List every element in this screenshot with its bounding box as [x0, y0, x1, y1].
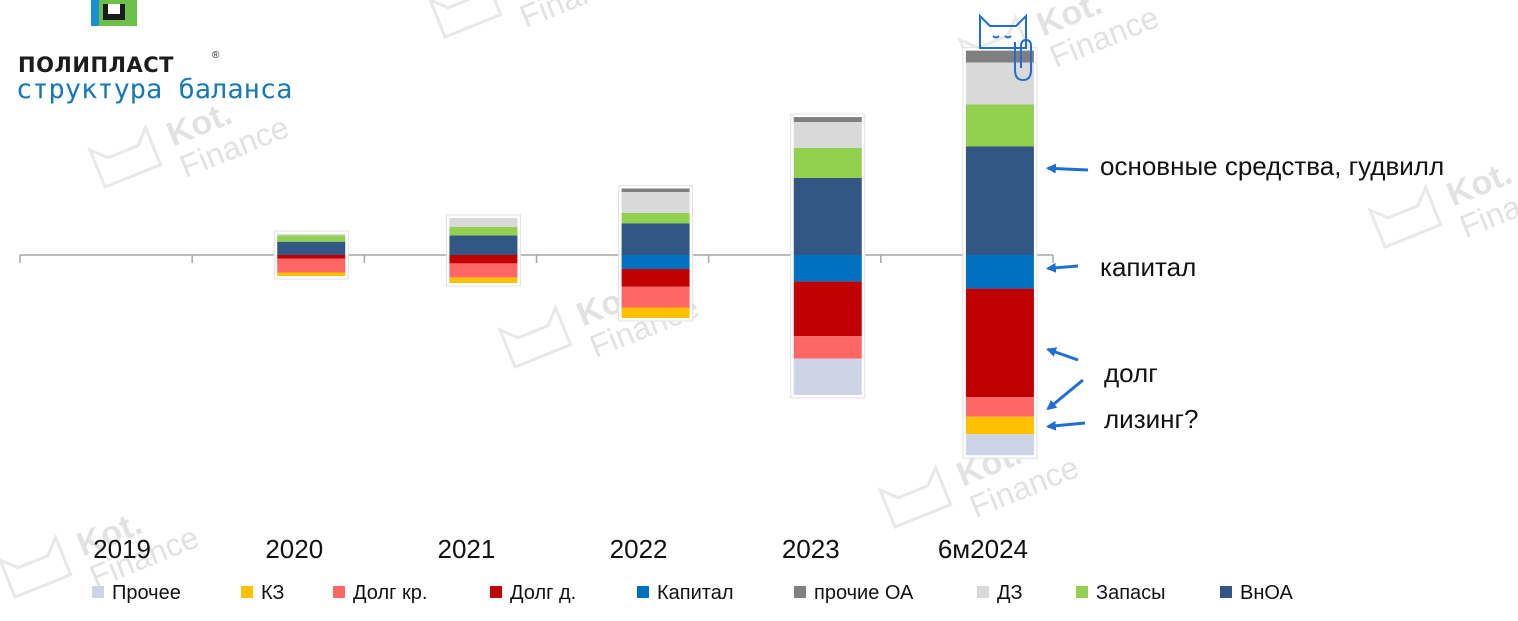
- bar-капитал-2022: [621, 255, 690, 269]
- brand-trademark: ®: [212, 50, 220, 61]
- annotation-arrow: [1045, 163, 1089, 174]
- category-label-2019: 2019: [93, 534, 151, 564]
- legend-item-прочие-оа: прочие ОА: [794, 582, 914, 604]
- bar-дз-2021: [449, 217, 518, 227]
- annotation-layer: основные средства, гудвилл капитал долг лиз…: [1045, 151, 1444, 434]
- legend-label: Долг кр.: [353, 582, 427, 604]
- annotation-капитал: капитал: [1100, 252, 1196, 282]
- bar-кз-2021: [449, 277, 518, 283]
- chart-legend: Прочее КЗ Долг кр. Долг д. Капитал прочие ОА Д…: [92, 582, 1294, 604]
- legend-item-вноа: ВнОА: [1220, 582, 1294, 604]
- logo-mark-blue: [91, 0, 99, 26]
- bar-запасы-6м2024: [965, 104, 1034, 147]
- legend-item-кз: КЗ: [241, 582, 285, 604]
- company-logo: [91, 0, 137, 26]
- annotation-долг-д: долг: [1104, 358, 1158, 388]
- legend-label: Прочее: [112, 582, 181, 604]
- bar-series-layer: [273, 47, 1038, 459]
- legend-swatch: [1076, 586, 1088, 598]
- legend-label: ДЗ: [997, 582, 1023, 604]
- legend-swatch: [637, 586, 649, 598]
- bar-долг-кр-6м2024: [965, 397, 1034, 417]
- annotation-долг-кр: лизинг?: [1104, 404, 1198, 434]
- annotation-arrow: [1046, 347, 1079, 362]
- bar-дз-2022: [621, 192, 690, 213]
- category-label-6м2024: 6м2024: [938, 534, 1028, 564]
- legend-item-капитал: Капитал: [637, 582, 734, 604]
- bar-долг-д-6м2024: [965, 288, 1034, 398]
- bar-кз-2020: [277, 272, 346, 276]
- bar-прочие-оа-2023: [793, 117, 862, 122]
- bar-дз-6м2024: [965, 62, 1034, 105]
- legend-swatch: [1220, 586, 1232, 598]
- category-label-2023: 2023: [782, 534, 840, 564]
- bar-дз-2023: [793, 122, 862, 148]
- bar-запасы-2023: [793, 147, 862, 178]
- legend-label: ВнОА: [1240, 582, 1294, 604]
- legend-item-дз: ДЗ: [977, 582, 1023, 604]
- bar-долг-д-2020: [277, 255, 346, 259]
- bar-прочие-оа-2022: [621, 188, 690, 192]
- category-label-2021: 2021: [437, 534, 495, 564]
- kot-finance-cat-icon: [979, 13, 1032, 82]
- bar-stack-2020: [273, 230, 349, 280]
- chart-subtitle: структура баланса: [16, 74, 292, 105]
- bar-вноа-2021: [449, 235, 518, 255]
- legend-swatch: [977, 586, 989, 598]
- bar-запасы-2021: [449, 227, 518, 236]
- legend-item-долг-д: Долг д.: [490, 582, 576, 604]
- x-axis: [19, 254, 1054, 263]
- bar-капитал-2023: [793, 255, 862, 282]
- bar-прочие-оа-6м2024: [965, 50, 1034, 63]
- bar-долг-кр-2021: [449, 263, 518, 278]
- bar-вноа-2020: [277, 241, 346, 255]
- legend-swatch: [333, 586, 345, 598]
- bar-вноа-2022: [621, 223, 690, 255]
- bar-дз-2020: [277, 234, 346, 236]
- legend-label: Запасы: [1096, 582, 1166, 604]
- bar-прочее-2023: [793, 358, 862, 395]
- bar-долг-д-2023: [793, 281, 862, 337]
- annotation-вноа: основные средства, гудвилл: [1100, 151, 1444, 181]
- watermark-text: Finance: [515, 0, 634, 35]
- legend-swatch: [490, 586, 502, 598]
- category-labels: 2019 2020 2021 2022 2023 6м2024: [93, 534, 1028, 564]
- legend-swatch: [241, 586, 253, 598]
- legend-swatch: [92, 586, 104, 598]
- bar-stack-2023: [790, 113, 866, 399]
- bar-запасы-2022: [621, 213, 690, 224]
- bar-stack-6м2024: [962, 47, 1038, 459]
- watermark: Kot.Finance: [427, 0, 634, 40]
- legend-swatch: [794, 586, 806, 598]
- bar-вноа-6м2024: [965, 146, 1034, 255]
- bar-кз-2022: [621, 307, 690, 318]
- bar-вноа-2023: [793, 178, 862, 255]
- legend-item-запасы: Запасы: [1076, 582, 1166, 604]
- brand-name: ПОЛИПЛАСТ: [18, 53, 174, 77]
- bar-прочее-6м2024: [965, 434, 1034, 456]
- bar-долг-кр-2023: [793, 336, 862, 359]
- logo-mark-white: [108, 4, 120, 14]
- legend-label: Долг д.: [510, 582, 576, 604]
- bar-долг-кр-2022: [621, 286, 690, 308]
- bar-запасы-2020: [277, 235, 346, 242]
- annotation-arrow: [1045, 262, 1079, 273]
- bar-долг-д-2021: [449, 255, 518, 264]
- bar-кз-6м2024: [965, 416, 1034, 435]
- category-label-2022: 2022: [610, 534, 668, 564]
- legend-label: Капитал: [657, 582, 734, 604]
- bar-долг-кр-2020: [277, 258, 346, 273]
- legend-label: КЗ: [261, 582, 285, 604]
- legend-item-долг-кр: Долг кр.: [333, 582, 427, 604]
- bar-капитал-6м2024: [965, 255, 1034, 289]
- legend-item-прочее: Прочее: [92, 582, 181, 604]
- bar-stack-2021: [445, 214, 521, 287]
- bar-stack-2022: [618, 185, 694, 322]
- category-label-2020: 2020: [265, 534, 323, 564]
- bar-долг-д-2022: [621, 269, 690, 287]
- annotation-arrow: [1045, 420, 1086, 431]
- legend-label: прочие ОА: [814, 582, 914, 604]
- annotation-arrow: [1046, 378, 1084, 411]
